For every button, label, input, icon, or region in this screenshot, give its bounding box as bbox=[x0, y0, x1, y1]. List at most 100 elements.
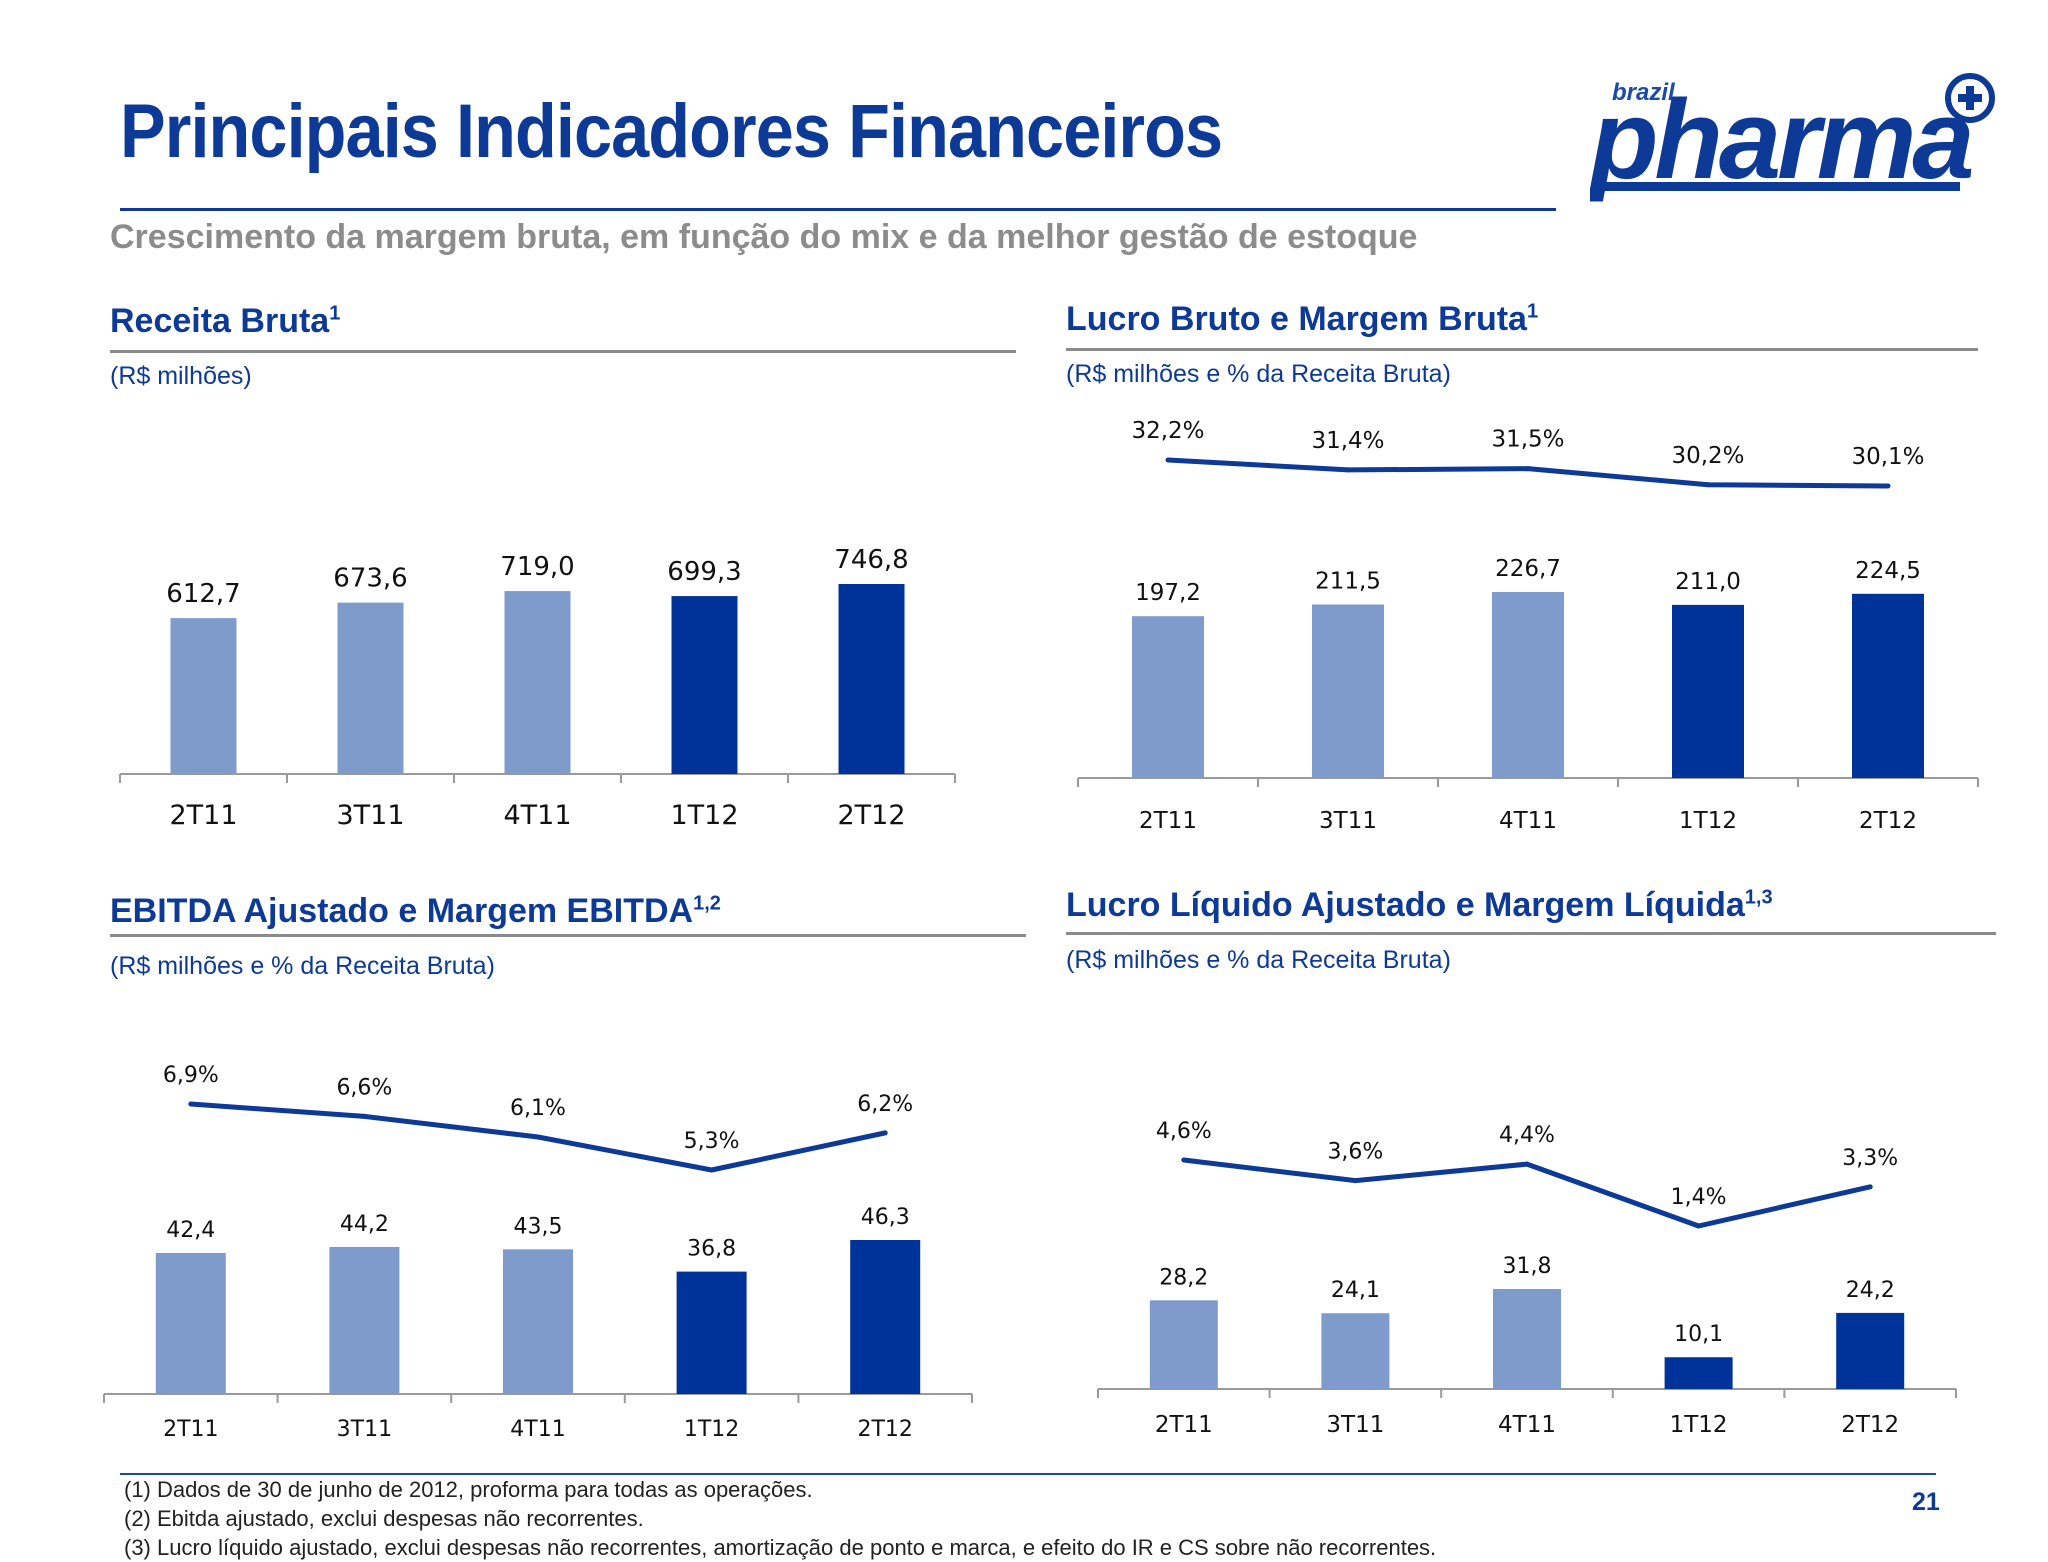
margin-point bbox=[882, 1130, 888, 1136]
category-label: 2T11 bbox=[169, 800, 237, 831]
category-label: 3T11 bbox=[337, 1417, 392, 1442]
bar-value-label: 10,1 bbox=[1674, 1322, 1723, 1347]
logo-underline bbox=[1598, 182, 1960, 191]
category-label: 1T12 bbox=[670, 800, 738, 831]
margin-label: 6,2% bbox=[857, 1092, 913, 1117]
category-label: 1T12 bbox=[684, 1417, 739, 1442]
bar-value-label: 36,8 bbox=[687, 1237, 736, 1262]
bar-2T12 bbox=[838, 584, 905, 774]
bar-3T11 bbox=[1321, 1313, 1390, 1389]
panel-2-title: Lucro Bruto e Margem Bruta1 bbox=[1066, 300, 1539, 338]
footnote-1: (1) Dados de 30 de junho de 2012, profor… bbox=[124, 1477, 813, 1502]
margin-label: 30,1% bbox=[1851, 444, 1924, 470]
bar-value-label: 31,8 bbox=[1503, 1254, 1552, 1279]
logo-small-text: brazil bbox=[1612, 79, 1676, 106]
bar-2T11 bbox=[170, 618, 237, 774]
margin-point bbox=[1181, 1157, 1187, 1163]
bar-value-label: 699,3 bbox=[667, 557, 741, 587]
margin-label: 31,5% bbox=[1491, 427, 1564, 453]
bar-value-label: 44,2 bbox=[340, 1212, 389, 1237]
margin-point bbox=[535, 1134, 541, 1140]
margin-point bbox=[361, 1113, 367, 1119]
bar-1T12 bbox=[676, 1271, 747, 1394]
logo-plus-icon bbox=[1945, 73, 1995, 123]
margin-label: 3,3% bbox=[1842, 1146, 1898, 1171]
category-label: 3T11 bbox=[1326, 1412, 1384, 1438]
panel-4-title: Lucro Líquido Ajustado e Margem Líquida1… bbox=[1066, 886, 1773, 924]
category-label: 2T12 bbox=[1859, 808, 1917, 834]
margin-label: 31,4% bbox=[1311, 428, 1384, 454]
margin-label: 4,6% bbox=[1156, 1119, 1212, 1144]
logo-main-text: pharma bbox=[1590, 77, 1972, 202]
category-label: 4T11 bbox=[1499, 808, 1557, 834]
bar-2T11 bbox=[155, 1252, 226, 1394]
category-label: 1T12 bbox=[1679, 808, 1737, 834]
bar-4T11 bbox=[504, 591, 571, 774]
category-label: 1T12 bbox=[1670, 1412, 1728, 1438]
category-label: 2T12 bbox=[857, 1417, 912, 1442]
margin-point bbox=[709, 1167, 715, 1173]
bar-1T12 bbox=[1664, 1357, 1733, 1389]
receita-bruta-chart: 612,7 2T11 673,6 3T11 719,0 4T11 699,3 1T12 746,… bbox=[119, 545, 956, 831]
bar-3T11 bbox=[337, 602, 404, 774]
category-label: 2T12 bbox=[837, 800, 905, 831]
bar-value-label: 224,5 bbox=[1855, 558, 1921, 584]
footer-divider bbox=[120, 1473, 1936, 1475]
bar-value-label: 211,5 bbox=[1315, 568, 1381, 594]
bar-value-label: 46,3 bbox=[861, 1205, 910, 1230]
margin-point bbox=[188, 1101, 194, 1107]
margin-point bbox=[1705, 482, 1711, 488]
margin-label: 30,2% bbox=[1671, 443, 1744, 469]
bar-value-label: 673,6 bbox=[333, 564, 407, 594]
bar-value-label: 197,2 bbox=[1135, 580, 1201, 606]
margin-point bbox=[1867, 1184, 1873, 1190]
bar-4T11 bbox=[503, 1249, 573, 1394]
bar-2T12 bbox=[1852, 593, 1924, 778]
margin-point bbox=[1524, 1161, 1530, 1167]
bar-2T12 bbox=[850, 1240, 921, 1394]
category-label: 4T11 bbox=[510, 1417, 565, 1442]
margin-point bbox=[1885, 483, 1891, 489]
panel-3-divider bbox=[110, 934, 1026, 937]
margin-label: 3,6% bbox=[1327, 1140, 1383, 1165]
bar-1T12 bbox=[671, 596, 738, 774]
margin-label: 5,3% bbox=[684, 1129, 740, 1154]
footnote-2: (2) Ebitda ajustado, exclui despesas não… bbox=[124, 1506, 644, 1531]
lucro-liquido-chart: 28,2 2T11 24,1 3T11 31,8 4T11 10,1 1T12 24,2 2T12… bbox=[1097, 1119, 1957, 1438]
title-divider bbox=[120, 208, 1556, 211]
margin-label: 32,2% bbox=[1131, 418, 1204, 444]
bar-value-label: 719,0 bbox=[500, 552, 574, 582]
bar-3T11 bbox=[1312, 604, 1384, 778]
margin-point bbox=[1696, 1223, 1702, 1229]
bar-value-label: 211,0 bbox=[1675, 569, 1741, 595]
margin-point bbox=[1525, 466, 1531, 472]
margin-point bbox=[1345, 467, 1351, 473]
category-label: 2T11 bbox=[1139, 808, 1197, 834]
category-label: 2T12 bbox=[1841, 1412, 1899, 1438]
bar-2T11 bbox=[1149, 1300, 1218, 1389]
panel-3-unit: (R$ milhões e % da Receita Bruta) bbox=[110, 952, 495, 980]
bar-value-label: 28,2 bbox=[1159, 1265, 1208, 1290]
panel-1-title: Receita Bruta1 bbox=[110, 302, 341, 340]
page-title: Principais Indicadores Financeiros bbox=[120, 89, 1223, 174]
bar-4T11 bbox=[1492, 592, 1564, 778]
margin-label: 6,9% bbox=[163, 1063, 219, 1088]
page-subtitle: Crescimento da margem bruta, em função d… bbox=[110, 218, 1418, 256]
category-label: 3T11 bbox=[1319, 808, 1377, 834]
category-label: 4T11 bbox=[1498, 1412, 1556, 1438]
footnote-3: (3) Lucro líquido ajustado, exclui despe… bbox=[124, 1535, 1437, 1560]
margin-line bbox=[1167, 457, 1889, 489]
margin-label: 6,1% bbox=[510, 1096, 566, 1121]
bar-value-label: 746,8 bbox=[834, 545, 908, 575]
bar-1T12 bbox=[1672, 604, 1744, 778]
margin-point bbox=[1165, 457, 1171, 463]
margin-label: 6,6% bbox=[336, 1075, 392, 1100]
panel-2-unit: (R$ milhões e % da Receita Bruta) bbox=[1066, 360, 1451, 388]
lucro-bruto-chart: 197,2 2T11 211,5 3T11 226,7 4T11 211,0 1T12 224,… bbox=[1077, 418, 1979, 834]
bar-2T11 bbox=[1132, 616, 1204, 778]
ebitda-chart: 42,4 2T11 44,2 3T11 43,5 4T11 36,8 1T12 46,3 2T12… bbox=[103, 1063, 973, 1442]
brazil-pharma-logo: brazil pharma bbox=[1590, 73, 1995, 202]
bar-value-label: 24,2 bbox=[1846, 1278, 1895, 1303]
margin-label: 1,4% bbox=[1671, 1185, 1727, 1210]
bar-value-label: 43,5 bbox=[514, 1214, 563, 1239]
